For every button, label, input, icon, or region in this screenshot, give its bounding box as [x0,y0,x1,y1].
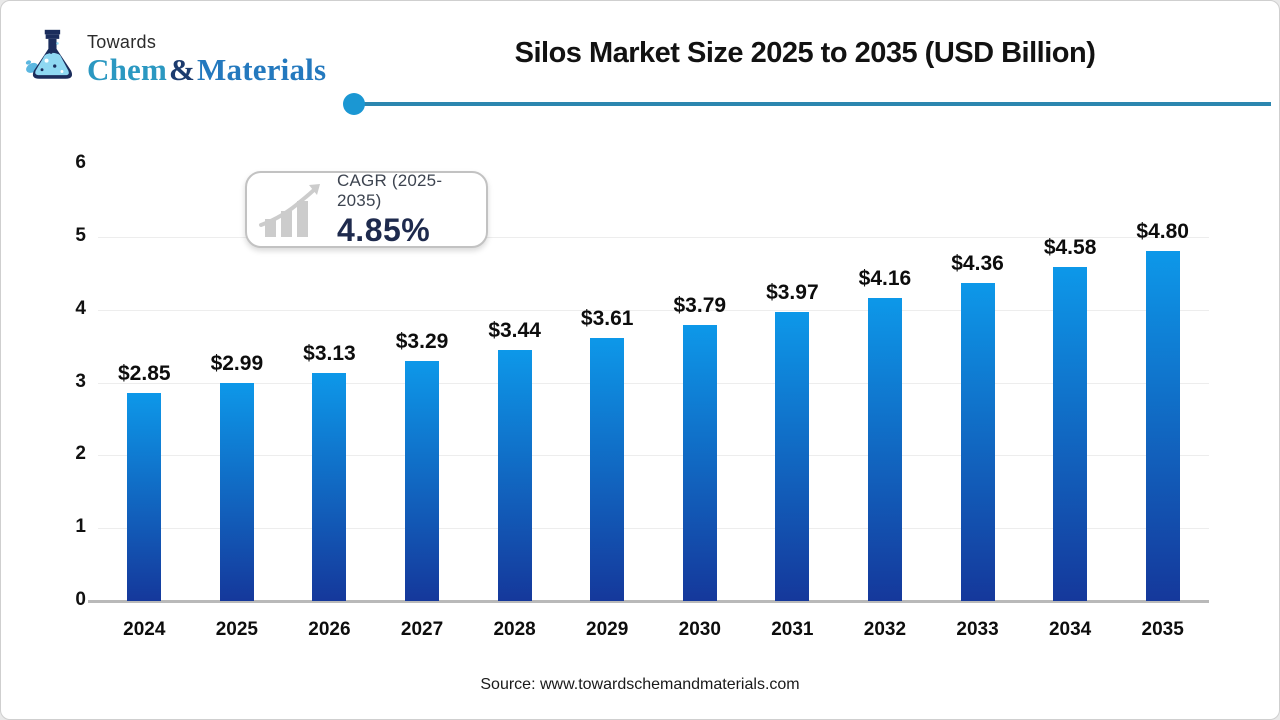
bar-column: $4.36 2033 [931,164,1024,640]
bar-value-label: $3.44 [488,319,541,342]
y-axis-tick-label: 3 [75,370,86,392]
x-axis-label: 2027 [400,619,444,640]
gridline [98,455,1209,457]
bar-column: $3.29 2027 [376,164,469,640]
bar [405,361,440,601]
bar [1145,251,1180,601]
gridline [98,236,1209,238]
bar [590,338,625,601]
flask-icon [25,29,73,79]
bar-column: $2.99 2025 [191,164,284,640]
x-axis-label: 2031 [771,619,814,640]
bar-column: $4.80 2035 [1116,164,1209,640]
x-axis-label: 2024 [123,619,166,640]
bar [1053,267,1088,601]
bar-value-label: $4.58 [1043,236,1097,259]
bar [127,393,162,601]
cagr-badge: CAGR (2025-2035) 4.85% [245,171,488,248]
bar-value-label: $3.61 [580,307,634,330]
bar-value-label: $4.16 [858,267,912,290]
logo-towards: Towards [87,32,157,52]
bar [312,373,347,601]
cagr-label: CAGR (2025-2035) [337,170,443,210]
y-axis-tick-label: 1 [75,516,86,538]
bar-column: $3.97 2031 [746,164,839,640]
gridline [98,309,1209,311]
bar [960,283,995,601]
logo-text: Towards Chem&Materials [87,33,326,87]
bar-value-label: $3.79 [673,294,727,317]
x-axis-label: 2035 [1141,619,1184,640]
y-axis-tick-label: 4 [75,297,86,319]
bar-column: $3.44 2028 [468,164,561,640]
x-axis-line [88,600,1209,603]
bar [775,312,810,601]
x-axis-label: 2029 [586,619,629,640]
bar [497,350,532,601]
cagr-texts: CAGR (2025-2035) 4.85% [337,171,474,249]
plot-area: 0 1 2 3 4 5 6 $2.85 2024 $2.99 2025 $3.13 2026 $3.29 2… [75,152,1209,640]
bar-value-label: $4.80 [1136,220,1189,243]
bar-value-label: $3.29 [395,330,449,353]
bar-column: $3.61 2029 [561,164,654,640]
cagr-value: 4.85% [337,211,431,248]
logo-brand-ampersand: & [169,52,196,87]
x-axis-label: 2033 [956,619,999,640]
gridline [98,528,1209,530]
x-axis-label: 2028 [493,619,536,640]
x-axis-label: 2026 [308,619,351,640]
title-underline-dot [343,93,365,115]
bar-column: $2.85 2024 [98,164,191,640]
bar [219,383,254,601]
bar-value-label: $4.36 [951,252,1004,275]
bar-value-label: $3.97 [766,281,819,304]
source-text: Source: www.towardschemandmaterials.com [480,676,800,693]
bar-column: $3.79 2030 [654,164,747,640]
bar-column: $4.16 2032 [839,164,932,640]
gridline [98,382,1209,384]
x-axis-label: 2025 [215,619,258,640]
logo: Towards Chem&Materials [23,27,326,87]
bar [867,298,902,601]
bar-value-label: $3.13 [303,342,356,365]
growth-chart-icon [259,183,320,237]
y-axis-tick-label: 0 [75,589,86,610]
bar-column: $4.58 2034 [1024,164,1117,640]
x-axis-label: 2032 [863,619,907,640]
logo-brand-chem: Chem [87,52,168,87]
x-axis-label: 2034 [1048,619,1092,640]
bar [682,325,717,601]
bar-value-label: $2.99 [210,352,264,375]
x-axis-label: 2030 [678,619,721,640]
bar-column: $3.13 2026 [283,164,376,640]
logo-brand: Chem&Materials [87,54,326,85]
y-axis-tick-label: 5 [75,224,86,246]
title-underline [357,102,1271,106]
y-axis-tick-label: 2 [75,443,86,465]
page-title: Silos Market Size 2025 to 2035 (USD Bill… [514,37,1096,69]
bar-value-label: $2.85 [118,362,171,385]
logo-brand-materials: Materials [197,52,327,87]
y-axis-tick-label: 6 [75,152,86,173]
